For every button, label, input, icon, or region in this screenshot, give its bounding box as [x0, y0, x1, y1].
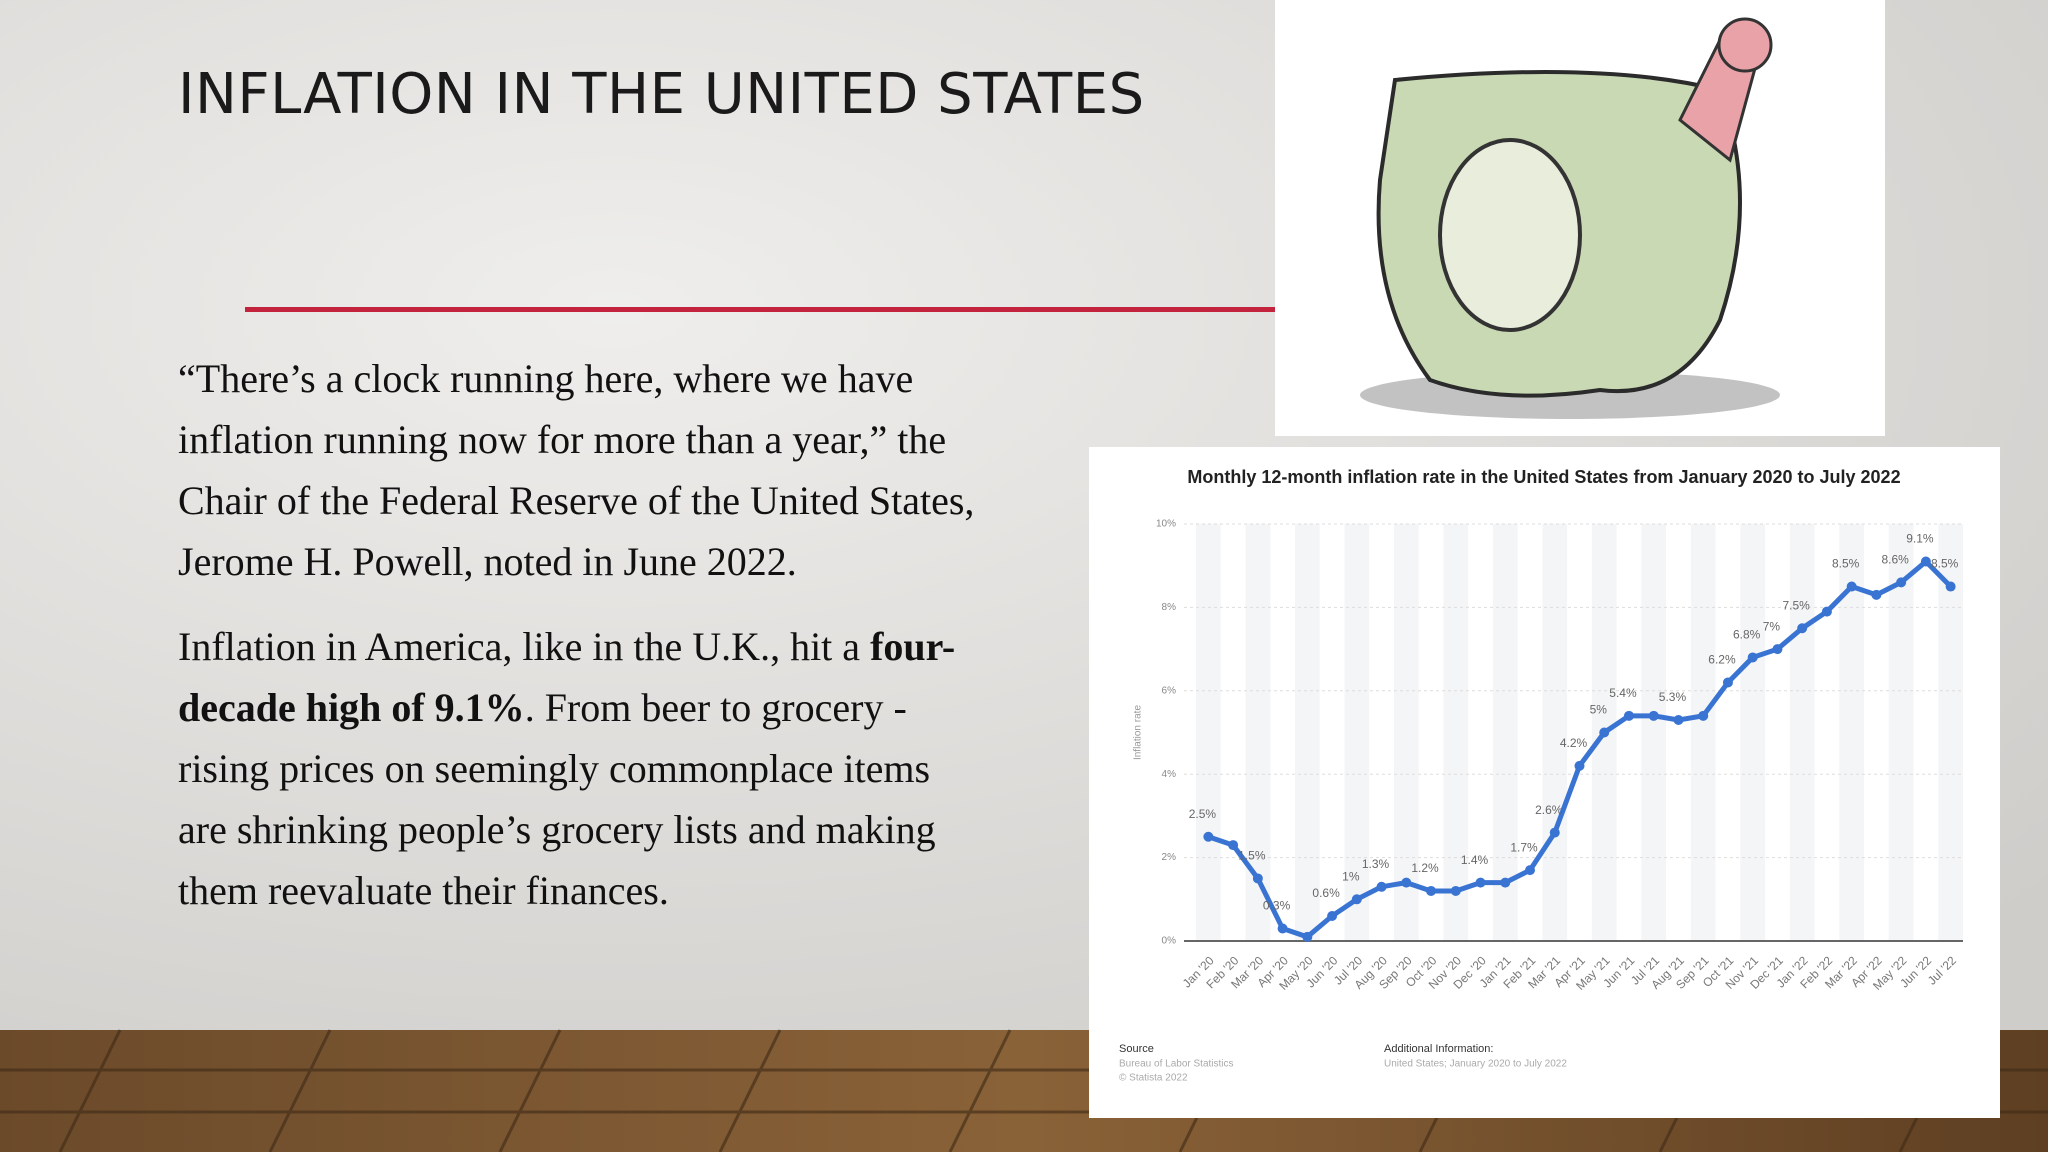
- data-label: 2.5%: [1189, 807, 1217, 821]
- data-label: 1.5%: [1238, 849, 1266, 863]
- point: [1599, 727, 1610, 738]
- column-shade: [1294, 524, 1320, 941]
- point: [1846, 581, 1857, 592]
- point: [1747, 652, 1758, 663]
- column-shade: [1542, 524, 1568, 941]
- point: [1500, 877, 1511, 888]
- column-shade: [1888, 524, 1914, 941]
- data-label: 8.5%: [1832, 557, 1860, 571]
- point: [1525, 865, 1536, 876]
- y-tick-label: 6%: [1162, 685, 1177, 696]
- point: [1351, 894, 1362, 905]
- point: [1549, 827, 1560, 838]
- point: [1920, 556, 1931, 567]
- point: [1797, 623, 1808, 634]
- y-tick-label: 2%: [1162, 852, 1177, 863]
- column-shade: [1393, 524, 1419, 941]
- y-tick-label: 4%: [1162, 769, 1177, 780]
- cartoon-image: [1275, 0, 1885, 436]
- point: [1228, 840, 1239, 851]
- quote-paragraph: “There’s a clock running here, where we …: [178, 356, 975, 584]
- source-line: Bureau of Labor Statistics: [1119, 1059, 1234, 1070]
- point: [1252, 873, 1263, 884]
- body-paragraph: Inflation in America, like in the U.K., …: [178, 616, 978, 921]
- data-label: 1.4%: [1461, 853, 1489, 867]
- chart-title: Monthly 12-month inflation rate in the U…: [1187, 467, 1900, 487]
- column-shade: [1789, 524, 1815, 941]
- point: [1945, 581, 1956, 592]
- text: Inflation in America, like in the U.K., …: [178, 624, 871, 669]
- y-tick-label: 8%: [1162, 602, 1177, 613]
- point: [1896, 577, 1907, 588]
- point: [1327, 910, 1338, 921]
- y-axis-label: Inflation rate: [1133, 705, 1144, 760]
- data-label: 0.6%: [1312, 886, 1340, 900]
- data-label: 6.8%: [1733, 628, 1761, 642]
- point: [1871, 589, 1882, 600]
- point: [1450, 885, 1461, 896]
- data-label: 2.6%: [1535, 803, 1563, 817]
- data-label: 8.5%: [1931, 557, 1959, 571]
- data-label: 4.2%: [1560, 736, 1588, 750]
- data-label: 6.2%: [1708, 653, 1736, 667]
- point: [1401, 877, 1412, 888]
- data-label: 1.2%: [1411, 861, 1439, 875]
- data-label: 5.4%: [1609, 686, 1637, 700]
- data-label: 0.3%: [1263, 899, 1291, 913]
- data-label: 1.3%: [1362, 857, 1390, 871]
- bold-text: four-decade high of 9.1%: [178, 624, 956, 730]
- point: [1376, 881, 1387, 892]
- point: [1648, 710, 1659, 721]
- column-shade: [1443, 524, 1469, 941]
- point: [1203, 831, 1214, 842]
- info-line: United States; January 2020 to July 2022: [1384, 1059, 1567, 1070]
- data-label: 1.7%: [1510, 840, 1538, 854]
- column-shade: [1344, 524, 1370, 941]
- point: [1673, 714, 1684, 725]
- point: [1821, 606, 1832, 617]
- accent-line: [245, 307, 1277, 312]
- data-label: 5%: [1590, 703, 1608, 717]
- source-heading: Source: [1119, 1043, 1154, 1055]
- point: [1623, 710, 1634, 721]
- point: [1722, 677, 1733, 688]
- point: [1475, 877, 1486, 888]
- data-label: 5.3%: [1659, 690, 1687, 704]
- data-label: 8.6%: [1881, 553, 1909, 567]
- info-heading: Additional Information:: [1384, 1043, 1493, 1055]
- data-label: 1%: [1342, 869, 1360, 883]
- point: [1277, 923, 1288, 934]
- data-label: 7%: [1763, 619, 1781, 633]
- data-label: 7.5%: [1782, 598, 1810, 612]
- point: [1302, 931, 1313, 942]
- point: [1574, 760, 1585, 771]
- y-tick-label: 0%: [1162, 936, 1177, 947]
- point: [1426, 885, 1437, 896]
- data-label: 9.1%: [1906, 532, 1934, 546]
- point: [1698, 710, 1709, 721]
- text: . From beer to grocery - rising prices o…: [178, 685, 936, 913]
- source-line: © Statista 2022: [1119, 1073, 1188, 1084]
- column-shade: [1938, 524, 1963, 941]
- column-shade: [1196, 524, 1221, 941]
- column-shade: [1492, 524, 1518, 941]
- column-shade: [1690, 524, 1716, 941]
- y-tick-label: 10%: [1156, 519, 1176, 530]
- column-shade: [1641, 524, 1667, 941]
- column-shade: [1740, 524, 1766, 941]
- point: [1772, 644, 1783, 655]
- slide-title: INFLATION IN THE UNITED STATES: [178, 62, 1145, 127]
